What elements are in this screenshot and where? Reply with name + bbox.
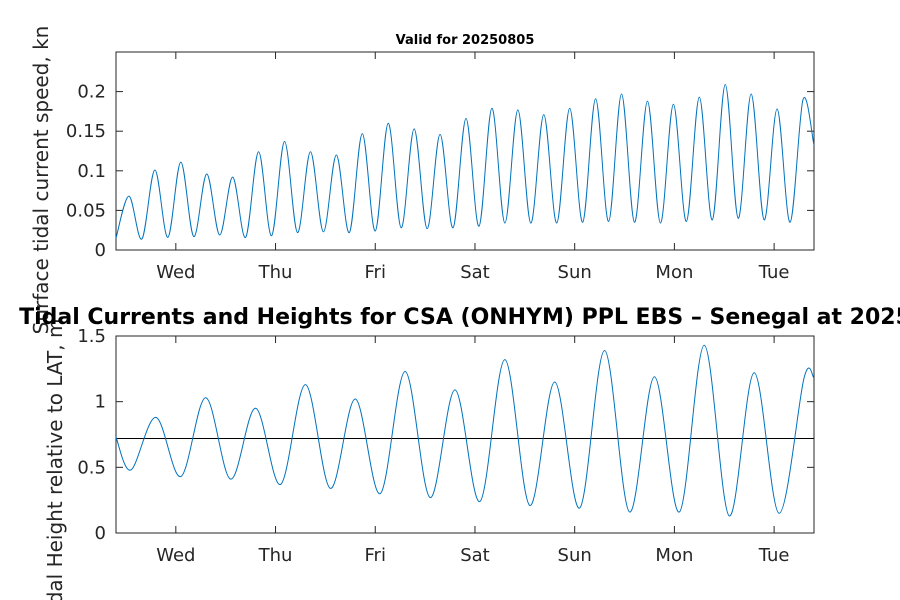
- current-speed-y-tick-label: 0.2: [77, 82, 106, 103]
- current-speed-title: Valid for 20250805: [396, 33, 535, 48]
- current-speed-x-tick-label: Fri: [365, 262, 386, 283]
- current-speed-x-tick-label: Thu: [258, 262, 293, 283]
- tidal-height-x-tick-label: Sun: [558, 545, 592, 566]
- current-speed-x-tick-label: Sun: [558, 262, 592, 283]
- current-speed-y-ticks: 0 0.05 0.1 0.15 0.2: [66, 82, 814, 261]
- tidal-height-y-tick-label: 0.5: [77, 457, 106, 478]
- current-speed-x-ticks: Wed Thu Fri Sat Sun Mon Tue: [156, 52, 789, 283]
- tidal-height-x-tick-label: Mon: [655, 545, 693, 566]
- tidal-height-x-ticks: Wed Thu Fri Sat Sun Mon Tue: [156, 336, 789, 566]
- tidal-height-y-axis-label: Tidal Height relative to LAT, m: [43, 319, 67, 600]
- tidal-height-series-line: [115, 344, 815, 517]
- tidal-height-x-tick-label: Wed: [156, 545, 195, 566]
- current-speed-y-tick-label: 0.1: [77, 161, 106, 182]
- tidal-height-x-tick-label: Thu: [258, 545, 293, 566]
- current-speed-x-tick-label: Wed: [156, 262, 195, 283]
- tidal-height-y-ticks: 0 0.5 1 1.5: [77, 326, 814, 544]
- current-speed-y-axis-label: Surface tidal current speed, kn: [29, 26, 53, 335]
- current-speed-x-tick-label: Tue: [758, 262, 790, 283]
- tidal-height-y-tick-label: 0: [95, 523, 106, 544]
- current-speed-series-line: [115, 83, 815, 240]
- tidal-height-y-tick-label: 1.5: [77, 326, 106, 347]
- tidal-height-x-tick-label: Tue: [758, 545, 790, 566]
- current-speed-y-tick-label: 0: [95, 240, 106, 261]
- current-speed-y-tick-label: 0.15: [66, 121, 106, 142]
- current-speed-panel: Valid for 20250805 0 0.05 0.1 0.15 0.2 Wed Th…: [29, 26, 815, 335]
- tidal-height-y-tick-label: 1: [95, 392, 106, 413]
- tidal-height-x-tick-label: Sat: [460, 545, 490, 566]
- current-speed-axes-box: [115, 51, 815, 251]
- tidal-height-x-tick-label: Fri: [365, 545, 386, 566]
- current-speed-x-tick-label: Sat: [460, 262, 490, 283]
- tidal-height-panel: 0 0.5 1 1.5 Wed Thu Fri Sat Sun Mon Tue Tidal Hei…: [43, 319, 815, 600]
- figure-suptitle: Tidal Currents and Heights for CSA (ONHY…: [19, 305, 900, 330]
- current-speed-x-tick-label: Mon: [655, 262, 693, 283]
- tidal-height-axes-box: [115, 335, 815, 534]
- current-speed-y-tick-label: 0.05: [66, 200, 106, 221]
